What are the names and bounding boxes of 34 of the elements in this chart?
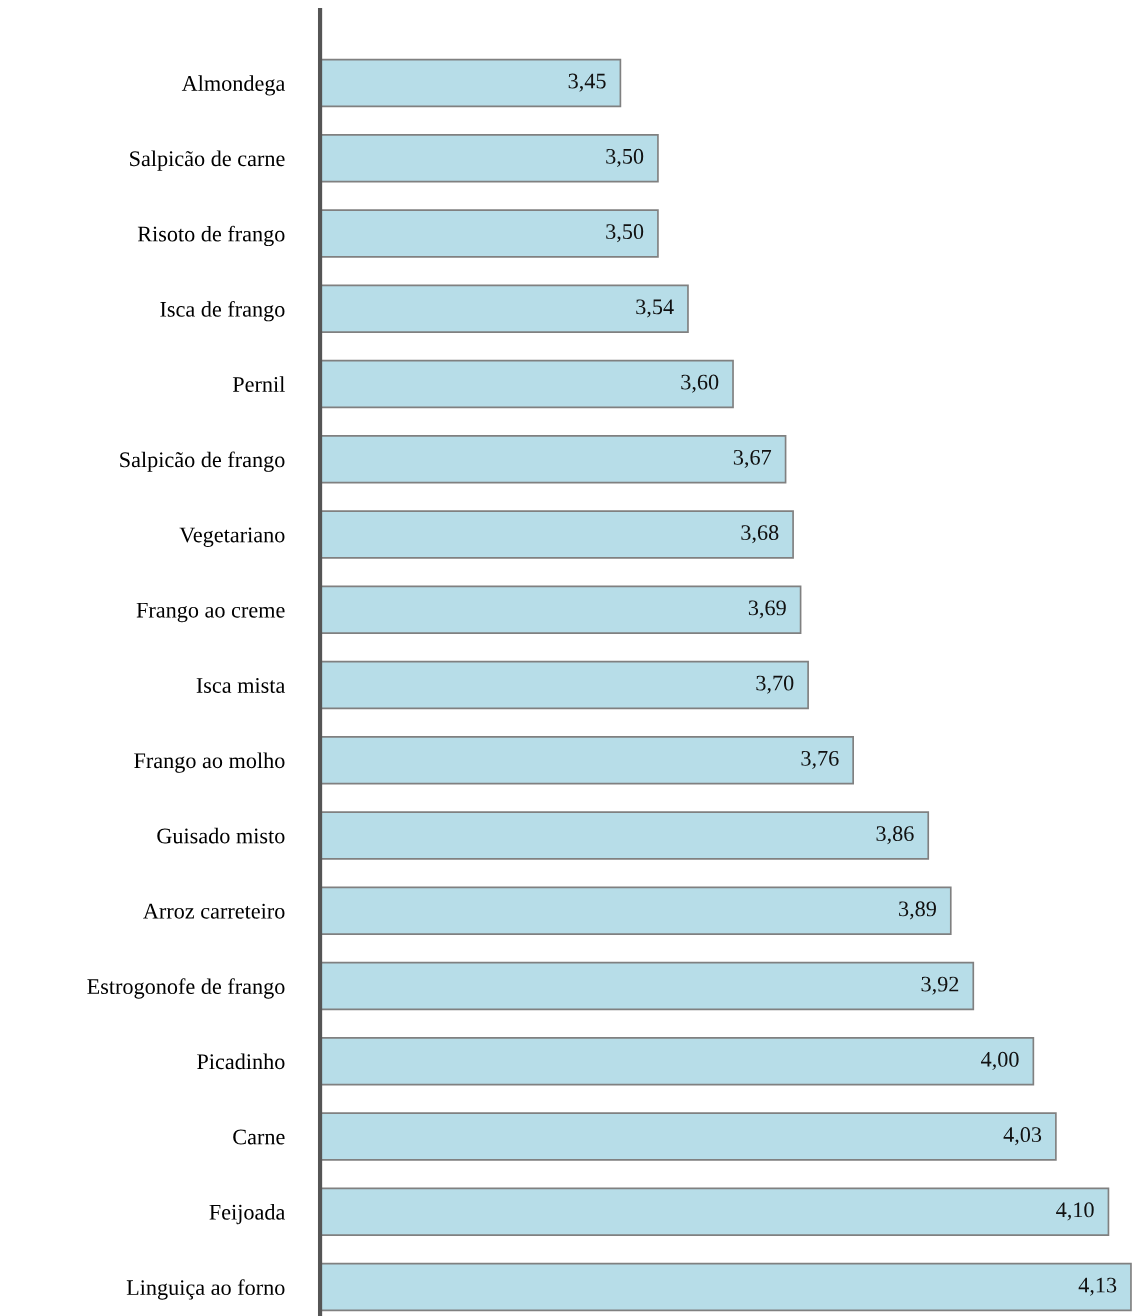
- y-tick-label: Carne: [233, 1129, 285, 1145]
- y-tick-label: Picadinho: [197, 1053, 285, 1070]
- data-label: 4,10: [1056, 1202, 1094, 1221]
- data-label: 3,76: [801, 750, 839, 770]
- y-tick-label: Guisado misto: [157, 827, 285, 844]
- data-label: 3,54: [636, 299, 674, 318]
- y-tick-label: Estrogonofe de frango: [87, 978, 285, 999]
- y-tick-label: Linguiça ao forno: [126, 1279, 285, 1300]
- data-label: 3,50: [606, 224, 644, 243]
- y-tick-label: Almondega: [181, 75, 286, 96]
- data-label: 3,92: [921, 976, 959, 995]
- y-tick-label: Risoto de frango: [137, 225, 285, 247]
- y-tick-label: Frango ao molho: [134, 752, 285, 773]
- y-tick-label: Isca mista: [196, 678, 286, 693]
- data-label: 3,86: [876, 826, 914, 845]
- y-tick-label: Arroz carreteiro: [143, 903, 285, 919]
- data-label: 4,00: [981, 1051, 1019, 1071]
- data-label: 3,67: [733, 449, 772, 469]
- data-label: 3,50: [606, 148, 644, 168]
- y-tick-label: Salpicão de frango: [120, 451, 285, 472]
- y-tick-label: Salpicão de carne: [130, 150, 285, 171]
- data-label: 4,03: [1003, 1127, 1042, 1146]
- y-tick-label: Pernil: [232, 376, 285, 392]
- data-label: 3,70: [756, 675, 794, 694]
- data-label: 3,68: [741, 525, 779, 544]
- y-tick-label: Feijoada: [209, 1204, 286, 1225]
- y-tick-label: Isca de frango: [160, 300, 285, 322]
- y-tick-label: Vegetariano: [179, 527, 285, 547]
- data-label: 3,60: [681, 374, 719, 393]
- data-label: 4,13: [1078, 1277, 1117, 1296]
- data-label: 3,69: [748, 600, 786, 619]
- data-label: 3,89: [899, 901, 936, 920]
- data-label: 3,45: [568, 73, 606, 92]
- y-tick-label: Frango ao creme: [136, 602, 285, 623]
